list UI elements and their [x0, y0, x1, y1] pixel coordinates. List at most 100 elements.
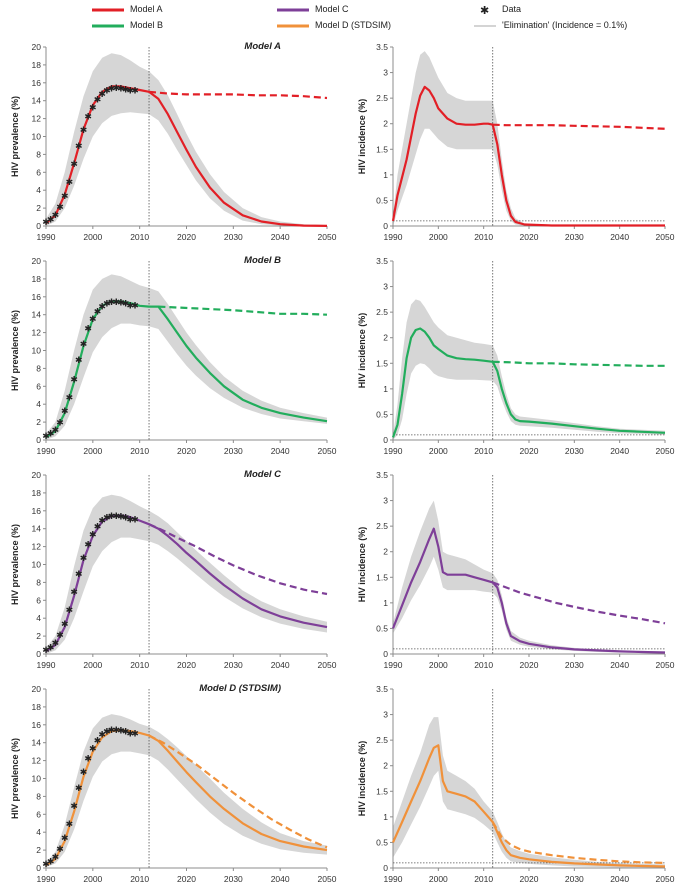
y-tick-label: 0: [383, 863, 388, 873]
x-tick-label: 2000: [429, 232, 448, 242]
data-point: ✱: [80, 553, 88, 563]
y-tick-label: 1: [383, 170, 388, 180]
series-dashed: [492, 123, 666, 130]
data-point: ✱: [112, 83, 120, 93]
y-tick-label: 0: [383, 221, 388, 231]
y-tick-label: 4: [36, 827, 41, 837]
y-tick-label: 12: [32, 756, 42, 766]
data-point: ✱: [84, 753, 92, 763]
panel-title: Model C: [244, 469, 281, 480]
x-tick-label: 2030: [565, 446, 584, 456]
chart-model_b-incidence: 0 0.5 1 1.5 2 2.5 3 3.5 1990 2000 2010 2020 2030 2040…: [357, 256, 675, 456]
x-tick-label: 2030: [565, 232, 584, 242]
data-point: ✱: [61, 833, 69, 843]
data-point: ✱: [75, 569, 83, 579]
x-tick-label: 1990: [384, 660, 403, 670]
data-point: ✱: [42, 217, 50, 227]
data-point: ✱: [108, 725, 116, 735]
data-point: ✱: [56, 202, 64, 212]
y-tick-label: 0: [383, 435, 388, 445]
series-solid: [391, 85, 665, 227]
data-point: ✱: [52, 852, 60, 862]
y-tick-label: 8: [36, 363, 41, 373]
data-point: ✱: [112, 511, 120, 521]
y-tick-label: 16: [32, 292, 42, 302]
y-tick-label: 18: [32, 60, 42, 70]
x-tick-label: 1990: [384, 874, 403, 884]
data-point: ✱: [52, 210, 60, 220]
x-tick-label: 2020: [520, 446, 539, 456]
x-tick-label: 1990: [37, 874, 56, 884]
data-point: ✱: [108, 297, 116, 307]
x-tick-label: 2050: [318, 446, 337, 456]
x-tick-label: 2040: [610, 660, 629, 670]
data-point: ✱: [131, 300, 139, 310]
data-point: ✱: [117, 512, 125, 522]
data-point: ✱: [117, 84, 125, 94]
data-point: ✱: [98, 89, 106, 99]
x-tick-label: 2020: [177, 232, 196, 242]
uncertainty-band: [46, 53, 327, 226]
data-point: ✱: [127, 728, 135, 738]
series-solid: [391, 744, 666, 868]
y-tick-label: 20: [32, 256, 42, 266]
panel-title: Model A: [244, 41, 281, 52]
legend-label-data: Data: [502, 4, 522, 14]
legend-swatch-data: ✱: [480, 5, 489, 17]
data-point: ✱: [94, 94, 102, 104]
data-point: ✱: [61, 191, 69, 201]
data-point: ✱: [80, 767, 88, 777]
chart-model_d-prevalence: 0 2 4 6 8 10 12 14 16 18 20 1990 2000 2010 2020 2030 204…: [10, 683, 337, 884]
data-point: ✱: [42, 645, 50, 655]
data-point: ✱: [80, 339, 88, 349]
y-tick-label: 20: [32, 470, 42, 480]
y-tick-label: 0: [383, 649, 388, 659]
x-tick-label: 2030: [224, 232, 243, 242]
y-tick-label: 14: [32, 310, 42, 320]
data-point: ✱: [66, 393, 74, 403]
x-tick-label: 2030: [224, 446, 243, 456]
data-point: ✱: [56, 630, 64, 640]
data-point: ✱: [84, 111, 92, 121]
x-tick-label: 2040: [271, 232, 290, 242]
data-point: ✱: [122, 513, 130, 523]
data-point: ✱: [70, 375, 78, 385]
x-tick-label: 2020: [520, 232, 539, 242]
data-point: ✱: [127, 85, 135, 95]
data-point: ✱: [75, 783, 83, 793]
chart-model_c-prevalence: 0 2 4 6 8 10 12 14 16 18 20 1990 2000 2010 2020 2030 204…: [10, 469, 337, 670]
y-tick-label: 1: [383, 384, 388, 394]
x-tick-label: 2050: [656, 232, 675, 242]
series-solid: [45, 729, 328, 867]
data-point: ✱: [42, 431, 50, 441]
series-solid: [391, 327, 666, 438]
uncertainty-band: [393, 51, 665, 226]
y-tick-label: 1.5: [376, 572, 388, 582]
series-solid: [45, 300, 328, 439]
y-tick-label: 8: [36, 149, 41, 159]
x-tick-label: 2020: [177, 874, 196, 884]
y-tick-label: 6: [36, 381, 41, 391]
series-dashed: [148, 523, 328, 596]
y-axis-label: HIV incidence (%): [357, 313, 367, 389]
y-tick-label: 3: [383, 496, 388, 506]
y-tick-label: 3.5: [376, 684, 388, 694]
data-point: ✱: [70, 159, 78, 169]
data-point: ✱: [47, 428, 55, 438]
y-tick-label: 14: [32, 738, 42, 748]
x-tick-label: 2040: [271, 874, 290, 884]
y-tick-label: 10: [32, 132, 42, 142]
y-tick-label: 6: [36, 167, 41, 177]
y-tick-label: 18: [32, 702, 42, 712]
y-tick-label: 3.5: [376, 470, 388, 480]
x-tick-label: 2010: [130, 874, 149, 884]
y-tick-label: 6: [36, 809, 41, 819]
data-point: ✱: [70, 587, 78, 597]
data-point: ✱: [56, 844, 64, 854]
data-point: ✱: [66, 819, 74, 829]
x-tick-label: 2020: [177, 446, 196, 456]
data-point: ✱: [52, 425, 60, 435]
uncertainty-band: [46, 274, 327, 440]
y-axis-label: HIV prevalence (%): [10, 96, 20, 177]
data-point: ✱: [89, 744, 97, 754]
